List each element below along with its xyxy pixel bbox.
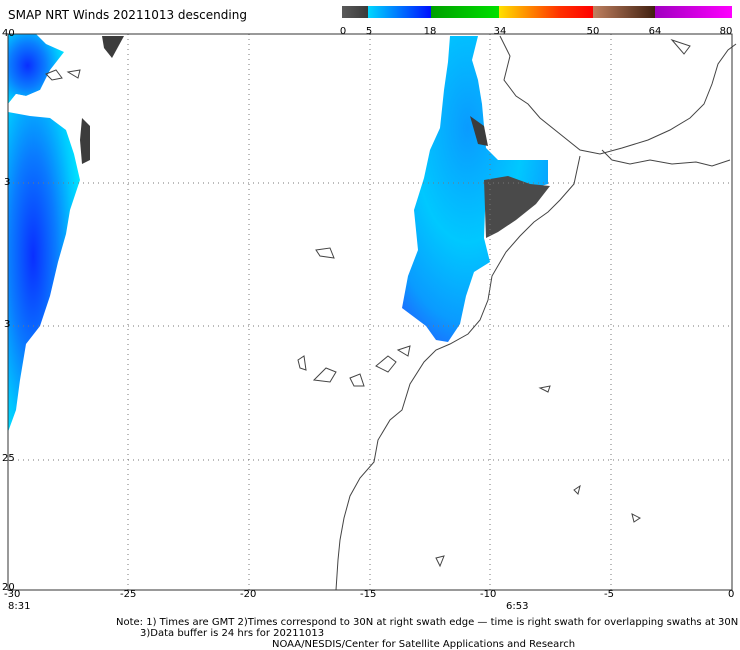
- swath-time-middle: 6:53: [506, 601, 529, 612]
- map-frame: [7, 33, 733, 591]
- colorbar-label-18: 18: [423, 26, 437, 37]
- colorbar-segment-5-18: [368, 6, 431, 18]
- colorbar-segment-64-80: [655, 6, 732, 18]
- lat-label-20: 20: [2, 582, 15, 593]
- wind-speed-colorbar: 0 5 18 34 50 64 80: [340, 6, 732, 37]
- lat-label-35: 3: [4, 177, 11, 188]
- lat-label-25: 25: [2, 453, 15, 464]
- lat-label-40: 40: [2, 28, 15, 39]
- lon-label-0: 0: [728, 589, 735, 600]
- lon-label-minus15: -15: [360, 589, 377, 600]
- lon-label-minus20: -20: [240, 589, 257, 600]
- lat-label-30: 3: [4, 319, 11, 330]
- note-line-1: Note: 1) Times are GMT 2)Times correspon…: [116, 617, 739, 628]
- colorbar-label-50: 50: [586, 26, 600, 37]
- colorbar-label-0: 0: [339, 26, 347, 37]
- colorbar-label-80: 80: [719, 26, 733, 37]
- colorbar-segment-34-50: [499, 6, 593, 18]
- colorbar-segment-50-64: [593, 6, 655, 18]
- lon-label-minus25: -25: [120, 589, 137, 600]
- coastline: [45, 35, 737, 591]
- colorbar-label-34: 34: [493, 26, 507, 37]
- right-swath: [402, 36, 550, 342]
- colorbar-segment-0-5: [342, 6, 368, 18]
- colorbar-label-5: 5: [365, 26, 373, 37]
- lon-label-minus5: -5: [604, 589, 614, 600]
- colorbar-label-64: 64: [648, 26, 662, 37]
- note-line-2: 3)Data buffer is 24 hrs for 20211013: [140, 628, 325, 639]
- graticule: [8, 34, 732, 590]
- swath-time-left: 8:31: [8, 601, 31, 612]
- lon-label-minus10: -10: [480, 589, 497, 600]
- colorbar-segment-18-34: [431, 6, 499, 18]
- note-line-3: NOAA/NESDIS/Center for Satellite Applica…: [272, 639, 576, 650]
- lon-label-minus30: -30: [4, 589, 21, 600]
- left-swath: [8, 34, 124, 432]
- map-title: SMAP NRT Winds 20211013 descending: [8, 8, 247, 22]
